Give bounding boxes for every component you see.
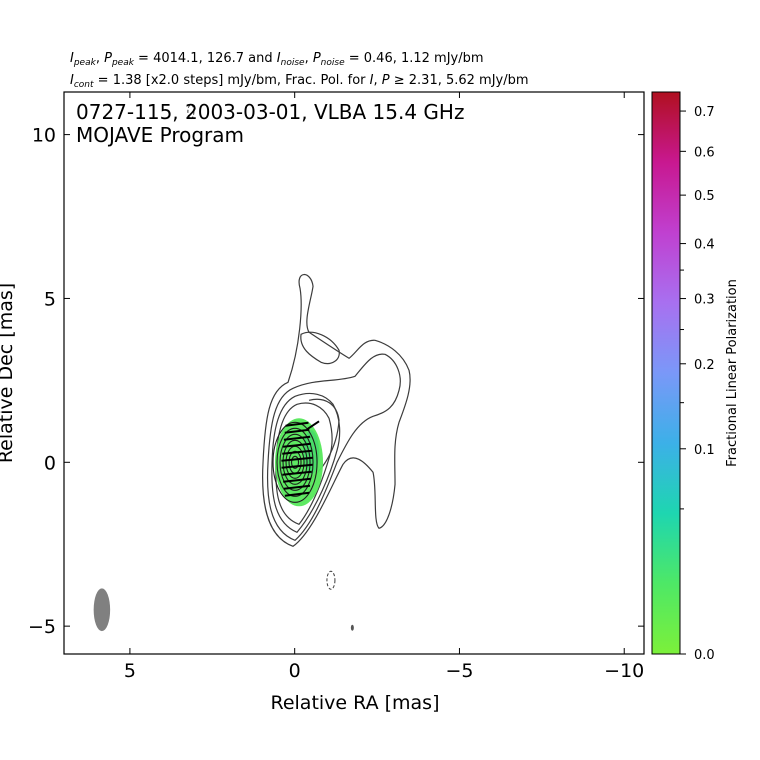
p-noise-subscript: noise bbox=[321, 58, 345, 68]
i-cont-subscript: cont bbox=[74, 80, 94, 90]
colorbar-fill bbox=[652, 92, 680, 654]
map-layer bbox=[93, 104, 411, 632]
evpa-vector bbox=[282, 442, 312, 448]
colorbar-tick-label: 0.0 bbox=[694, 648, 715, 663]
colorbar: 0.0 0.1 0.2 0.3 0.4 0.5 0.6 0.7 Fractional Line… bbox=[651, 91, 740, 663]
map-title-line-1: 0727-115, 2003-03-01, VLBA 15.4 GHz bbox=[76, 100, 464, 124]
i-noise-subscript: noise bbox=[281, 58, 305, 68]
y-tick-label: 0 bbox=[44, 452, 56, 474]
negative-contour bbox=[187, 104, 195, 120]
p-symbol: P bbox=[382, 73, 390, 88]
core-contour bbox=[279, 433, 311, 491]
i-peak-subscript: peak bbox=[73, 58, 97, 68]
plot-background bbox=[64, 92, 644, 654]
i-cont-symbol: I bbox=[70, 73, 74, 88]
core-contour bbox=[290, 455, 300, 469]
p-peak-subscript: peak bbox=[111, 58, 135, 68]
x-axis-label: Relative RA [mas] bbox=[270, 692, 439, 714]
y-axis-label: Relative Dec [mas] bbox=[0, 283, 17, 463]
map-plot-area: 5 0 −5 −10 −5 0 5 10 bbox=[28, 91, 645, 682]
header-line-2: Icont = 1.38 [x2.0 steps] mJy/bm, Frac. … bbox=[70, 73, 529, 90]
beam-ellipse bbox=[93, 588, 111, 632]
colorbar-label: Fractional Linear Polarization bbox=[725, 279, 740, 467]
negative-contour bbox=[326, 570, 336, 590]
jet-contour bbox=[271, 392, 341, 534]
noise-speck bbox=[350, 624, 354, 631]
plot-frame bbox=[63, 91, 645, 655]
evpa-vector bbox=[281, 463, 313, 469]
evpa-vector bbox=[283, 435, 311, 441]
colorbar-tick-label: 0.7 bbox=[694, 105, 715, 120]
p-peak-symbol: P bbox=[104, 51, 112, 66]
colorbar-tick-label: 0.4 bbox=[694, 238, 715, 253]
x-tick-label: 0 bbox=[289, 660, 301, 682]
evpa-vector bbox=[282, 449, 312, 455]
noise-values: = 0.46, 1.12 mJy/bm bbox=[345, 51, 484, 66]
evpa-vector bbox=[282, 470, 312, 476]
colorbar-tick-label: 0.3 bbox=[694, 293, 715, 308]
i-noise-symbol: I bbox=[277, 51, 281, 66]
x-tick-label: −10 bbox=[604, 660, 644, 682]
map-title-line-2: MOJAVE Program bbox=[76, 123, 244, 147]
peak-values: = 4014.1, 126.7 and bbox=[134, 51, 277, 66]
y-tick-label: 5 bbox=[44, 288, 56, 310]
comma-1: , bbox=[96, 51, 104, 66]
cont-values: = 1.38 [x2.0 steps] mJy/bm, Frac. Pol. f… bbox=[94, 73, 370, 88]
evpa-vector bbox=[283, 484, 311, 490]
evpa-vector bbox=[306, 420, 320, 431]
p-noise-symbol: P bbox=[313, 51, 321, 66]
jet-contour bbox=[262, 273, 411, 547]
colorbar-ticks: 0.0 0.1 0.2 0.3 0.4 0.5 0.6 0.7 bbox=[680, 105, 715, 663]
y-tick-label: −5 bbox=[28, 616, 56, 638]
evpa-vector bbox=[285, 421, 309, 427]
x-tick-label: 5 bbox=[124, 660, 136, 682]
core-contour bbox=[276, 427, 314, 497]
header-line-1: Ipeak, Ppeak = 4014.1, 126.7 and Inoise,… bbox=[70, 51, 484, 68]
core-contour bbox=[282, 439, 308, 485]
axis-ticks: 5 0 −5 −10 −5 0 5 10 bbox=[28, 92, 644, 682]
jet-knot-contour bbox=[300, 331, 340, 365]
colorbar-frame bbox=[651, 91, 681, 655]
core-contour bbox=[272, 421, 318, 503]
jet-contour bbox=[266, 353, 401, 541]
evpa-vector bbox=[283, 477, 311, 483]
evpa-vector bbox=[284, 428, 310, 434]
comma-3: , bbox=[374, 73, 382, 88]
evpa-vector bbox=[284, 491, 310, 497]
threshold-values: ≥ 2.31, 5.62 mJy/bm bbox=[390, 73, 529, 88]
colorbar-tick-label: 0.5 bbox=[694, 189, 715, 204]
colorbar-tick-label: 0.2 bbox=[694, 358, 715, 373]
colorbar-tick-label: 0.1 bbox=[694, 443, 715, 458]
y-tick-label: 10 bbox=[32, 125, 56, 147]
i-symbol: I bbox=[370, 73, 374, 88]
evpa-vector bbox=[281, 456, 313, 462]
i-peak-symbol: I bbox=[70, 51, 74, 66]
comma-2: , bbox=[305, 51, 313, 66]
colorbar-tick-label: 0.6 bbox=[694, 145, 715, 160]
x-tick-label: −5 bbox=[445, 660, 473, 682]
